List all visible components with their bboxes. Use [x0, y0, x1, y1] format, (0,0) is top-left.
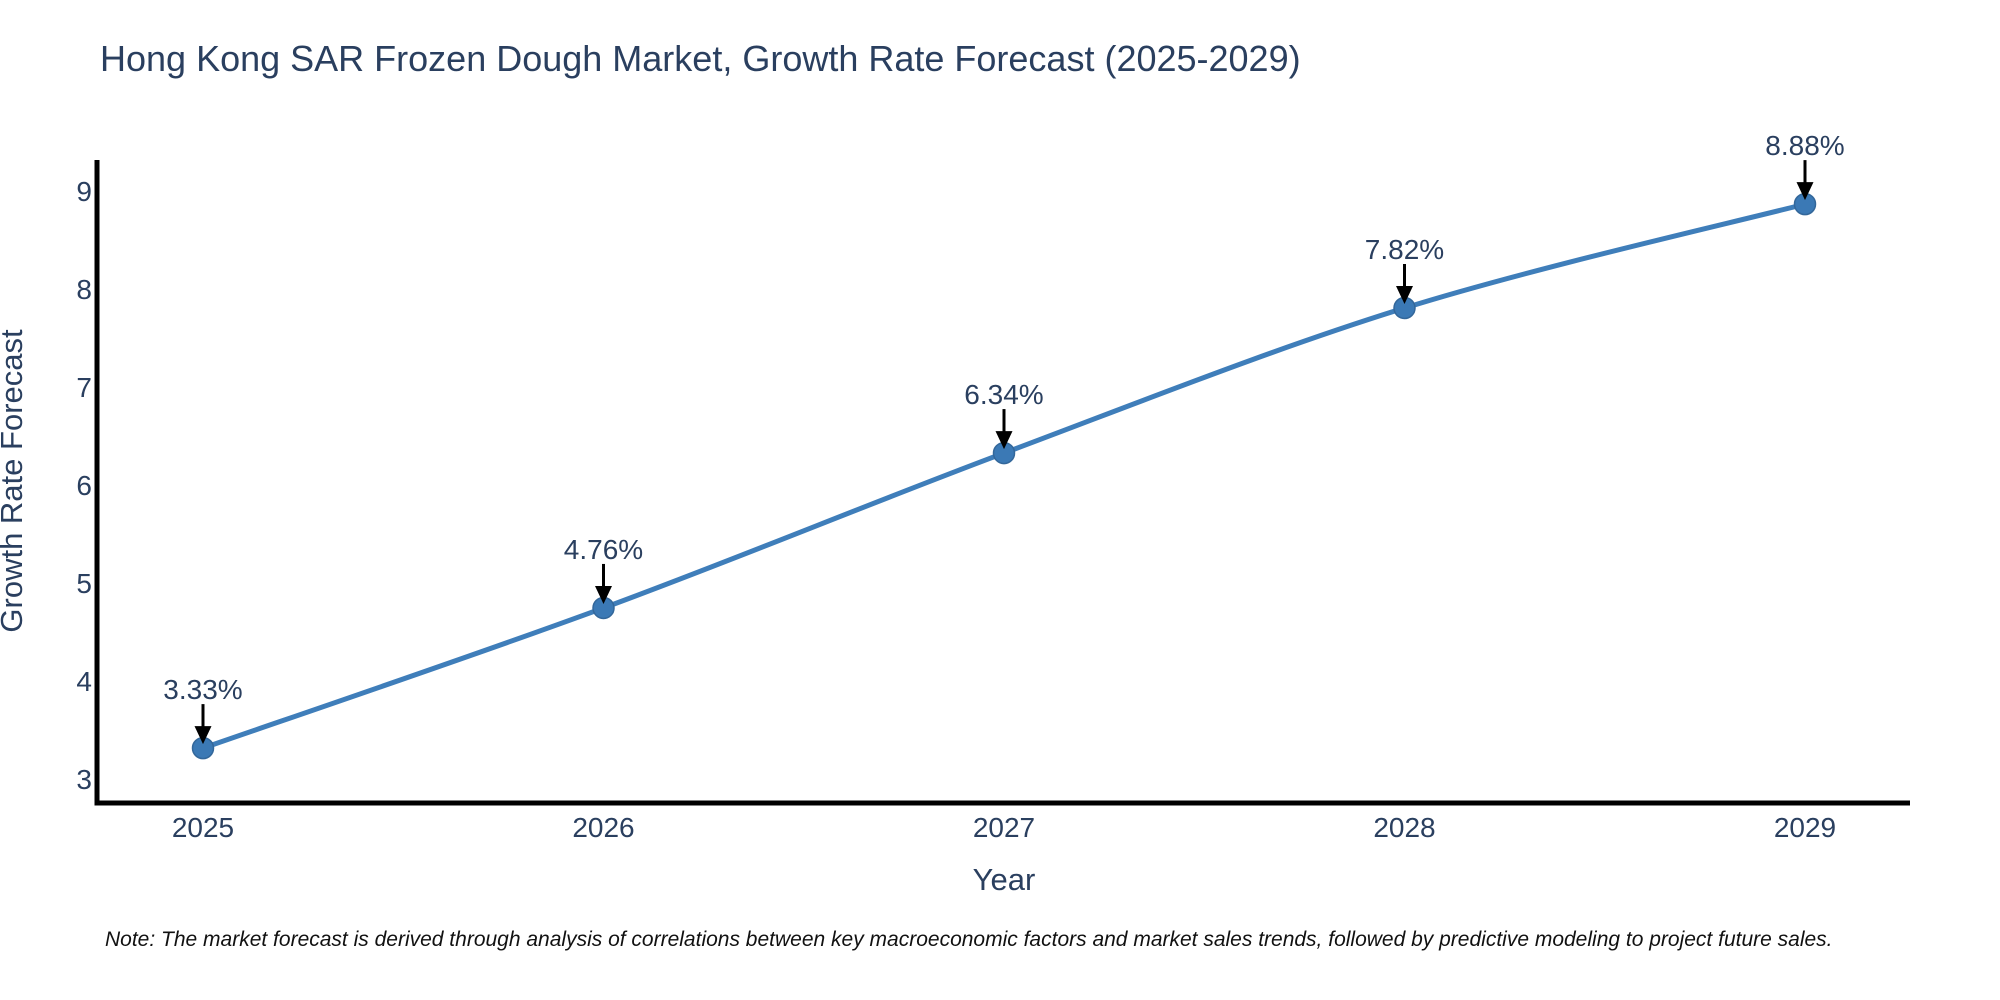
- series-layer: [191, 192, 1817, 760]
- y-tick-9: 9: [76, 176, 92, 208]
- y-tick-6: 6: [76, 470, 92, 502]
- annotation-arrowhead: [995, 431, 1013, 450]
- axis-lines: [94, 160, 1910, 806]
- x-tick-2025: 2025: [171, 812, 235, 843]
- x-axis-title: Year: [972, 862, 1036, 897]
- y-axis-title: Growth Rate Forecast: [0, 329, 29, 633]
- annotation-arrowhead: [1396, 286, 1413, 305]
- x-tick-2029: 2029: [1773, 812, 1837, 843]
- y-tick-4: 4: [76, 666, 92, 698]
- annotation-arrowhead: [1796, 182, 1814, 201]
- point-annotation-2028: 7.82%: [1364, 234, 1445, 265]
- chart-title: Hong Kong SAR Frozen Dough Market, Growt…: [100, 38, 1301, 79]
- x-tick-2027: 2027: [972, 812, 1036, 843]
- y-tick-8: 8: [76, 274, 92, 306]
- y-tick-7: 7: [76, 372, 92, 404]
- x-tick-2028: 2028: [1373, 812, 1436, 843]
- point-annotation-2026: 4.76%: [563, 533, 644, 565]
- x-tick-2026: 2026: [572, 812, 635, 843]
- y-tick-5: 5: [76, 568, 92, 600]
- point-annotation-2029: 8.88%: [1765, 130, 1845, 162]
- growth-rate-line: [200, 201, 1808, 751]
- point-annotation-2027: 6.34%: [964, 379, 1044, 411]
- axes-layer: [94, 160, 1910, 806]
- y-tick-3: 3: [76, 764, 92, 796]
- annotation-arrow-layer: [194, 160, 1814, 745]
- point-annotation-2025: 3.33%: [163, 674, 243, 706]
- annotation-arrowhead: [194, 726, 212, 745]
- annotation-arrowhead: [595, 585, 612, 604]
- footnote: Note: The market forecast is derived thr…: [105, 928, 1833, 951]
